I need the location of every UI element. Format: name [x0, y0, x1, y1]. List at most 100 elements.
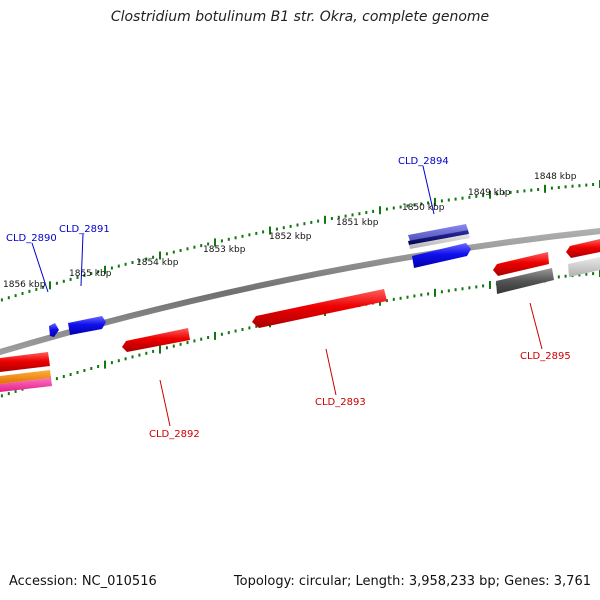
gene-label-cld-2893[interactable]: CLD_2893	[315, 397, 366, 408]
major-tick	[214, 238, 216, 247]
minor-tick	[55, 281, 58, 285]
gene-label-cld-2895[interactable]: CLD_2895	[520, 351, 571, 362]
minor-tick	[317, 219, 320, 223]
minor-tick	[117, 359, 120, 363]
minor-tick	[172, 344, 175, 348]
gene-label-cld-2891[interactable]: CLD_2891	[59, 224, 110, 235]
minor-tick	[179, 249, 182, 252]
page-title: Clostridium botulinum B1 str. Okra, comp…	[110, 9, 490, 25]
minor-tick	[255, 324, 258, 328]
minor-tick	[90, 367, 93, 370]
minor-tick	[440, 199, 443, 203]
scale-label: 1852 kbp	[269, 232, 312, 242]
minor-tick	[310, 220, 313, 224]
minor-tick	[392, 206, 395, 210]
minor-tick	[227, 331, 230, 335]
minor-tick	[255, 231, 258, 235]
gene-label-cld-2892[interactable]: CLD_2892	[149, 429, 200, 440]
gene-grey-below-cld-2895[interactable]	[496, 268, 554, 294]
minor-tick	[358, 212, 361, 216]
minor-tick	[592, 272, 595, 276]
minor-tick	[557, 275, 560, 279]
major-tick	[49, 281, 51, 290]
minor-tick	[145, 351, 148, 355]
minor-tick	[454, 288, 457, 292]
minor-tick	[248, 233, 251, 237]
minor-tick	[0, 394, 3, 398]
forward-genes	[49, 224, 471, 337]
gene-labels: CLD_2890 CLD_2891 CLD_2894 CLD_2892 CLD_…	[6, 156, 571, 440]
minor-tick	[193, 339, 196, 343]
minor-tick	[97, 365, 100, 368]
minor-tick	[482, 284, 485, 288]
reverse-genes	[0, 239, 600, 392]
gene-label-cld-2894[interactable]: CLD_2894	[398, 156, 449, 167]
minor-tick	[138, 259, 141, 263]
minor-tick	[62, 279, 65, 283]
minor-tick	[399, 296, 402, 300]
minor-tick	[502, 191, 505, 195]
accession-text: Accession: NC_010516	[9, 574, 157, 589]
minor-tick	[207, 336, 210, 339]
minor-tick	[7, 296, 10, 300]
minor-tick	[200, 337, 203, 341]
minor-tick	[351, 213, 354, 217]
minor-tick	[14, 389, 17, 393]
minor-tick	[468, 286, 471, 290]
gene-cld-2892[interactable]	[122, 328, 190, 352]
major-tick	[434, 288, 436, 297]
minor-tick	[516, 190, 519, 194]
leader-cld-2893	[325, 348, 337, 396]
minor-tick	[69, 373, 72, 376]
leader-cld-2892	[159, 379, 171, 427]
minor-tick	[550, 186, 553, 190]
minor-tick	[420, 293, 423, 297]
gene-red-right-edge[interactable]	[566, 239, 600, 258]
minor-tick	[165, 346, 168, 350]
minor-tick	[35, 287, 38, 291]
gene-cld-2894-upper-band[interactable]	[408, 224, 468, 241]
minor-tick	[413, 203, 416, 207]
leader-cld-2891	[80, 233, 84, 287]
major-tick	[104, 265, 106, 274]
minor-tick	[262, 230, 265, 234]
minor-tick	[131, 261, 134, 264]
minor-tick	[592, 183, 595, 186]
gene-pink-left-edge[interactable]	[0, 378, 52, 392]
gene-cld-2894-dark-band[interactable]	[408, 230, 469, 245]
minor-tick	[564, 185, 567, 189]
minor-tick	[69, 277, 72, 281]
gene-label-cld-2890[interactable]: CLD_2890	[6, 233, 57, 244]
minor-tick	[392, 297, 395, 301]
minor-tick	[447, 289, 450, 293]
gene-red-left-edge[interactable]	[0, 352, 50, 372]
minor-tick	[282, 226, 285, 230]
minor-tick	[207, 242, 210, 246]
gene-cld-2891[interactable]	[68, 316, 106, 335]
scale-label: 1849 kbp	[468, 188, 511, 198]
minor-tick	[110, 266, 113, 270]
minor-tick	[248, 326, 251, 330]
gene-orange-left-edge[interactable]	[0, 370, 51, 384]
minor-tick	[475, 285, 478, 289]
minor-tick	[179, 342, 182, 346]
minor-tick	[337, 215, 340, 219]
gene-cld-2890[interactable]	[49, 323, 59, 337]
gene-cld-2893[interactable]	[252, 289, 387, 328]
minor-tick	[296, 223, 299, 227]
minor-tick	[97, 270, 100, 274]
scale-label: 1851 kbp	[336, 218, 379, 228]
minor-tick	[220, 332, 223, 336]
major-tick	[269, 226, 271, 235]
minor-tick	[110, 361, 113, 365]
minor-tick	[28, 289, 31, 293]
gene-cld-2895[interactable]	[493, 252, 549, 276]
gene-cld-2894-light-band[interactable]	[409, 234, 470, 249]
minor-tick	[90, 272, 93, 276]
minor-tick	[186, 247, 189, 251]
gene-light-grey-right-edge[interactable]	[568, 257, 600, 277]
minor-tick	[275, 227, 278, 231]
minor-tick	[14, 294, 17, 298]
gene-cld-2894[interactable]	[412, 243, 471, 268]
